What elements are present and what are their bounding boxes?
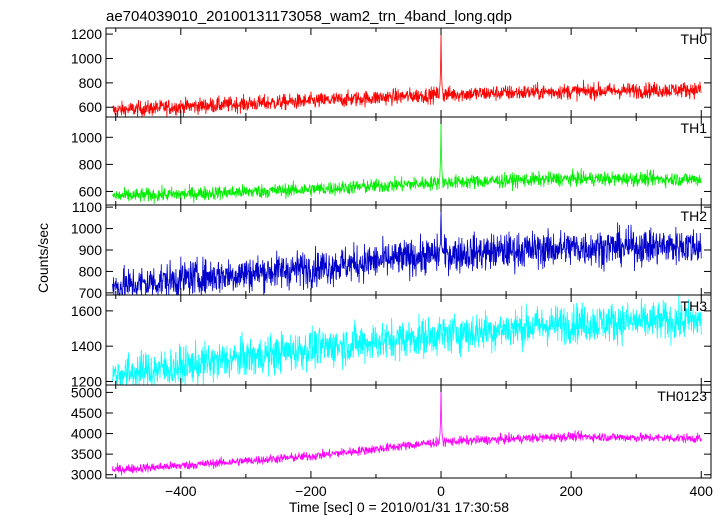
y-tick-label: 3500 <box>71 446 102 462</box>
x-tick-label: −400 <box>165 483 197 499</box>
panels: 600 800 1000 1200 TH0 600 800 1000 TH1 700 800 900 1… <box>71 26 713 499</box>
panel-frame <box>105 384 712 479</box>
series-line-th0 <box>112 30 702 118</box>
x-tick-label: −200 <box>295 483 327 499</box>
y-tick-label: 1000 <box>71 221 102 237</box>
y-tick-label: 3000 <box>71 467 102 483</box>
y-tick-label: 900 <box>79 242 103 258</box>
series-line-th1 <box>112 118 702 204</box>
y-tick-label: 700 <box>79 285 103 301</box>
panel-name: TH2 <box>681 208 708 224</box>
panel-th2: 700 800 900 1000 1100 TH2 <box>71 199 712 301</box>
y-tick-label: 4500 <box>71 405 102 421</box>
y-tick-label: 1000 <box>71 129 102 145</box>
series-line-th2 <box>112 209 702 297</box>
series-line-th0123 <box>112 385 702 476</box>
y-tick-label: 1400 <box>71 338 102 354</box>
x-axis-label: Time [sec] 0 = 2010/01/31 17:30:58 <box>289 499 509 515</box>
chart-title: ae704039010_20100131173058_wam2_trn_4ban… <box>106 8 512 25</box>
x-tick-label: 200 <box>559 483 583 499</box>
panel-name: TH0123 <box>657 388 707 404</box>
y-tick-label: 800 <box>79 156 103 172</box>
y-tick-label: 1000 <box>71 50 102 66</box>
y-tick-label: 1600 <box>71 303 102 319</box>
panel-th3: 1200 1400 1600 TH3 <box>71 294 712 389</box>
y-tick-label: 1200 <box>71 373 102 389</box>
y-tick-label: 600 <box>79 99 103 115</box>
y-tick-label: 4000 <box>71 426 102 442</box>
panel-name: TH3 <box>681 298 708 314</box>
y-tick-label: 800 <box>79 263 103 279</box>
y-tick-label: 600 <box>79 183 103 199</box>
panel-name: TH0 <box>681 31 708 47</box>
y-axis-label: Counts/sec <box>35 223 51 293</box>
panel-frame <box>105 27 712 118</box>
y-tick-label: 5000 <box>71 384 102 400</box>
y-tick-label: 1100 <box>72 199 102 215</box>
y-tick-label: 1200 <box>71 26 102 42</box>
panel-th1: 600 800 1000 TH1 <box>71 116 712 206</box>
panel-name: TH1 <box>681 120 708 136</box>
panel-th0: 600 800 1000 1200 TH0 <box>71 26 712 118</box>
panel-frame <box>105 116 712 206</box>
x-tick-label: 400 <box>690 483 714 499</box>
panel-th0123: 3000 3500 4000 4500 5000 TH0123 <box>71 384 712 483</box>
y-tick-label: 800 <box>79 75 103 91</box>
x-tick-label: 0 <box>437 483 445 499</box>
series-line-th3 <box>112 294 702 386</box>
